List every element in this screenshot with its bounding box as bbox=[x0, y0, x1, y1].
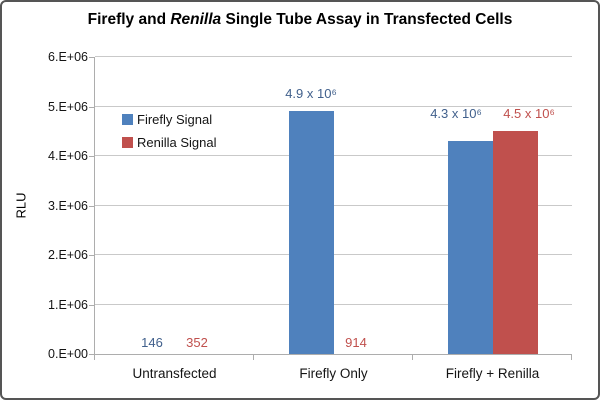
y-axis-tick bbox=[89, 305, 94, 306]
value-label: 146 bbox=[141, 335, 163, 350]
y-axis-tick bbox=[89, 107, 94, 108]
gridline bbox=[95, 304, 572, 305]
y-axis-tick bbox=[89, 156, 94, 157]
chart-title-italic: Renilla bbox=[170, 11, 222, 28]
chart-title: Firefly and Renilla Single Tube Assay in… bbox=[2, 11, 598, 29]
value-label: 352 bbox=[186, 335, 208, 350]
chart-title-prefix: Firefly and bbox=[87, 11, 171, 28]
gridline bbox=[95, 155, 572, 156]
gridline bbox=[95, 254, 572, 255]
y-tick-label: 2.E+06 bbox=[48, 248, 88, 262]
legend-swatch-firefly bbox=[122, 114, 133, 125]
category-label: Firefly Only bbox=[299, 366, 368, 381]
y-axis-tick bbox=[89, 206, 94, 207]
legend-entry-renilla: Renilla Signal bbox=[122, 131, 217, 154]
bar bbox=[492, 131, 538, 354]
y-axis-tick bbox=[89, 354, 94, 355]
category-label: Firefly + Renilla bbox=[445, 366, 540, 381]
x-axis-tick bbox=[94, 354, 95, 360]
gridline bbox=[95, 106, 572, 107]
y-axis-tick bbox=[89, 57, 94, 58]
legend-entry-firefly: Firefly Signal bbox=[122, 108, 217, 131]
legend: Firefly Signal Renilla Signal bbox=[122, 108, 217, 154]
gridline bbox=[95, 205, 572, 206]
y-tick-label: 6.E+06 bbox=[48, 50, 88, 64]
legend-label-firefly: Firefly Signal bbox=[137, 112, 213, 127]
x-axis-tick bbox=[412, 354, 413, 360]
gridline bbox=[95, 56, 572, 57]
x-axis-tick bbox=[571, 354, 572, 360]
bar bbox=[447, 141, 493, 354]
x-axis-line bbox=[94, 354, 572, 355]
category-label: Untransfected bbox=[132, 366, 217, 381]
chart-title-suffix: Single Tube Assay in Transfected Cells bbox=[221, 11, 513, 28]
y-tick-label: 5.E+06 bbox=[48, 100, 88, 114]
legend-label-renilla: Renilla Signal bbox=[137, 135, 217, 150]
y-axis-tick bbox=[89, 255, 94, 256]
value-label: 4.3 x 10⁶ bbox=[430, 106, 482, 122]
y-tick-label: 3.E+06 bbox=[48, 199, 88, 213]
y-tick-label: 4.E+06 bbox=[48, 149, 88, 163]
value-label: 914 bbox=[345, 335, 367, 350]
y-tick-label: 1.E+06 bbox=[48, 298, 88, 312]
bar bbox=[288, 111, 334, 354]
value-label: 4.9 x 10⁶ bbox=[285, 86, 337, 102]
x-axis-tick bbox=[253, 354, 254, 360]
legend-swatch-renilla bbox=[122, 137, 133, 148]
y-tick-label: 0.E+00 bbox=[48, 347, 88, 361]
y-axis-line bbox=[94, 57, 95, 355]
value-label: 4.5 x 10⁶ bbox=[503, 106, 555, 122]
